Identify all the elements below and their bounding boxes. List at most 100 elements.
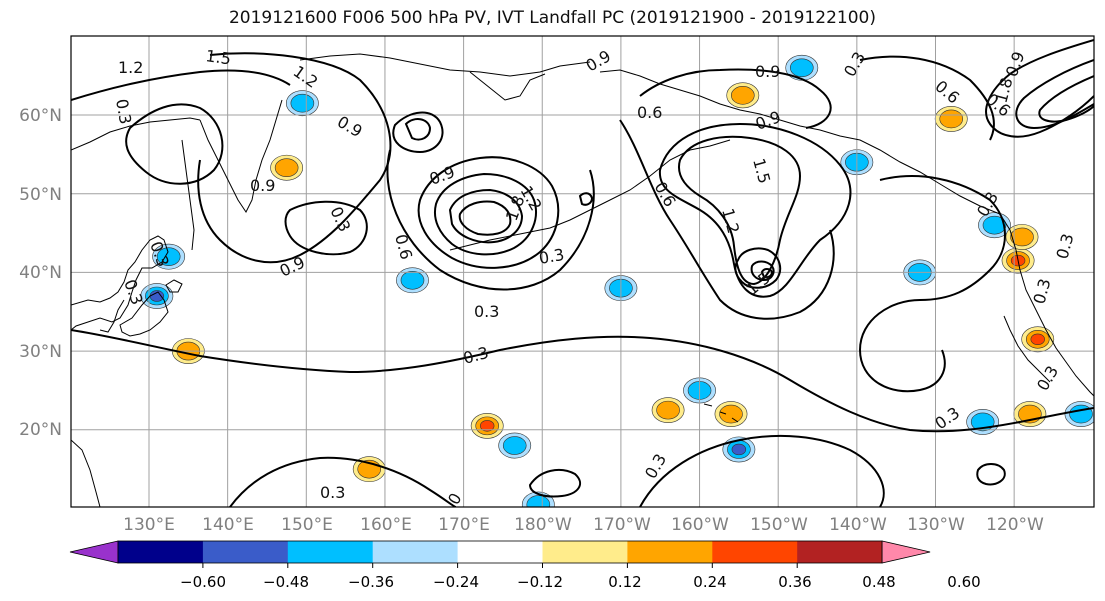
contour-line bbox=[760, 268, 774, 279]
coastline-west-pacific-isles bbox=[71, 439, 101, 507]
colorbar-swatch bbox=[287, 541, 374, 563]
contour-line bbox=[658, 122, 852, 298]
pv-anomaly-core bbox=[1030, 333, 1045, 345]
pv-anomaly-core bbox=[1010, 227, 1034, 247]
colorbar-swatch bbox=[457, 541, 543, 563]
colorbar-swatch bbox=[797, 541, 883, 563]
contour-line bbox=[734, 247, 782, 289]
contour-label: 0.9 bbox=[250, 176, 275, 195]
coastline-baja bbox=[1003, 315, 1051, 383]
pv-anomaly-fills bbox=[140, 54, 1094, 507]
contour-label: 0.9 bbox=[755, 62, 780, 81]
lon-tick-label: 170°E bbox=[438, 515, 490, 535]
colorbar-tick-label: −0.12 bbox=[517, 573, 563, 591]
contour-line bbox=[284, 200, 368, 256]
colorbar-tick-label: 0.24 bbox=[693, 573, 726, 591]
pv-anomaly-core bbox=[719, 404, 743, 424]
contour-label: 0.3 bbox=[320, 483, 345, 502]
colorbar bbox=[69, 540, 931, 568]
contour-line bbox=[1038, 75, 1094, 123]
lat-tick-label: 40°N bbox=[19, 263, 62, 283]
colorbar-tick-labels: −0.60 −0.48 −0.36 −0.24 −0.12 0.12 0.24 … bbox=[180, 573, 981, 591]
lat-tick-label: 30°N bbox=[19, 342, 62, 362]
pv-anomaly-core bbox=[789, 58, 814, 78]
lon-tick-label: 160°W bbox=[671, 515, 729, 535]
lon-tick-label: 180°W bbox=[514, 515, 572, 535]
lon-tick-label: 140°E bbox=[202, 515, 254, 535]
contour-line bbox=[229, 456, 457, 507]
pv-anomaly-core bbox=[479, 420, 495, 432]
map-panel: 1.2 1.5 0.9 1.2 0.9 0.9 0.9 0.6 0.3 0.9 … bbox=[71, 36, 1094, 507]
colorbar-extend-high bbox=[881, 540, 931, 564]
contour-line bbox=[404, 118, 432, 141]
coastline-sakhalin bbox=[181, 139, 195, 251]
pv-anomaly-core bbox=[400, 270, 425, 290]
colorbar-tick-label: −0.24 bbox=[433, 573, 479, 591]
contour-line bbox=[125, 103, 224, 185]
coastline-okhotsk bbox=[71, 117, 201, 151]
lat-tick-label: 60°N bbox=[19, 106, 62, 126]
pv-contours bbox=[71, 39, 1094, 507]
colorbar-tick-label: 0.48 bbox=[862, 573, 895, 591]
coastline-japan bbox=[119, 291, 169, 337]
contour-line bbox=[859, 55, 995, 141]
colorbar-tick-label: −0.36 bbox=[348, 573, 394, 591]
contour-line bbox=[750, 260, 775, 282]
coastline-alaska bbox=[599, 69, 1094, 397]
lon-tick-label: 130°E bbox=[123, 515, 175, 535]
colorbar-tick-label: 0.12 bbox=[608, 573, 641, 591]
pv-anomaly-core bbox=[274, 158, 299, 178]
colorbar-swatch bbox=[542, 541, 628, 563]
coastline-hawaii bbox=[703, 403, 739, 423]
colorbar-tick-label: −0.60 bbox=[180, 573, 226, 591]
contour-label: 0.3 bbox=[474, 302, 499, 321]
contour-line bbox=[448, 188, 524, 244]
contour-label: 1.2 bbox=[118, 58, 143, 77]
contour-line bbox=[858, 175, 1006, 393]
lon-tick-label: 150°W bbox=[750, 515, 808, 535]
contour-line bbox=[417, 156, 560, 269]
pv-anomaly-core bbox=[526, 495, 551, 507]
coastline-asia bbox=[71, 235, 169, 331]
contour-line bbox=[71, 329, 1094, 433]
pv-anomaly-core bbox=[656, 400, 680, 420]
colorbar-swatch bbox=[712, 541, 798, 563]
contour-line bbox=[639, 434, 885, 507]
pv-anomaly-core bbox=[982, 215, 1007, 235]
pv-anomaly-core bbox=[731, 86, 755, 105]
colorbar-tick-label: 0.60 bbox=[947, 573, 980, 591]
coastline-kamchatka bbox=[199, 99, 283, 213]
pv-anomaly-core bbox=[502, 436, 527, 455]
lon-tick-label: 170°W bbox=[593, 515, 651, 535]
contour-line bbox=[458, 200, 512, 236]
chart-title: 2019121600 F006 500 hPa PV, IVT Landfall… bbox=[228, 8, 876, 28]
contour-line bbox=[976, 463, 1006, 486]
colorbar-swatch bbox=[202, 541, 289, 563]
map-frame bbox=[70, 35, 1095, 508]
map-background bbox=[71, 36, 1094, 507]
lon-tick-label: 150°E bbox=[281, 515, 333, 535]
lon-tick-label: 140°W bbox=[829, 515, 887, 535]
pv-anomaly-core bbox=[939, 109, 964, 129]
contour-label: 0.3 bbox=[112, 97, 135, 125]
colorbar-extend-low bbox=[69, 540, 119, 564]
contour-line bbox=[528, 469, 581, 498]
colorbar-swatch bbox=[627, 541, 713, 563]
contour-line bbox=[71, 69, 291, 101]
lat-tick-label: 50°N bbox=[19, 185, 62, 205]
coastline-hokkaido bbox=[165, 279, 183, 293]
contour-line bbox=[619, 119, 835, 320]
contour-label: 0.3 bbox=[537, 245, 565, 268]
contour-label: 1.5 bbox=[204, 46, 232, 68]
contour-line bbox=[578, 192, 594, 206]
coastline-siberia-east bbox=[299, 53, 591, 77]
contour-line bbox=[639, 68, 832, 129]
pv-anomaly-core bbox=[731, 443, 747, 456]
contour-line bbox=[392, 111, 444, 154]
longitude-tick-labels: 130°E 140°E 150°E 160°E 170°E 180°W 170°… bbox=[123, 515, 1044, 535]
colorbar-swatch bbox=[372, 541, 459, 563]
lat-tick-label: 20°N bbox=[19, 420, 62, 440]
contour-line bbox=[678, 135, 802, 286]
contour-line bbox=[434, 172, 537, 256]
